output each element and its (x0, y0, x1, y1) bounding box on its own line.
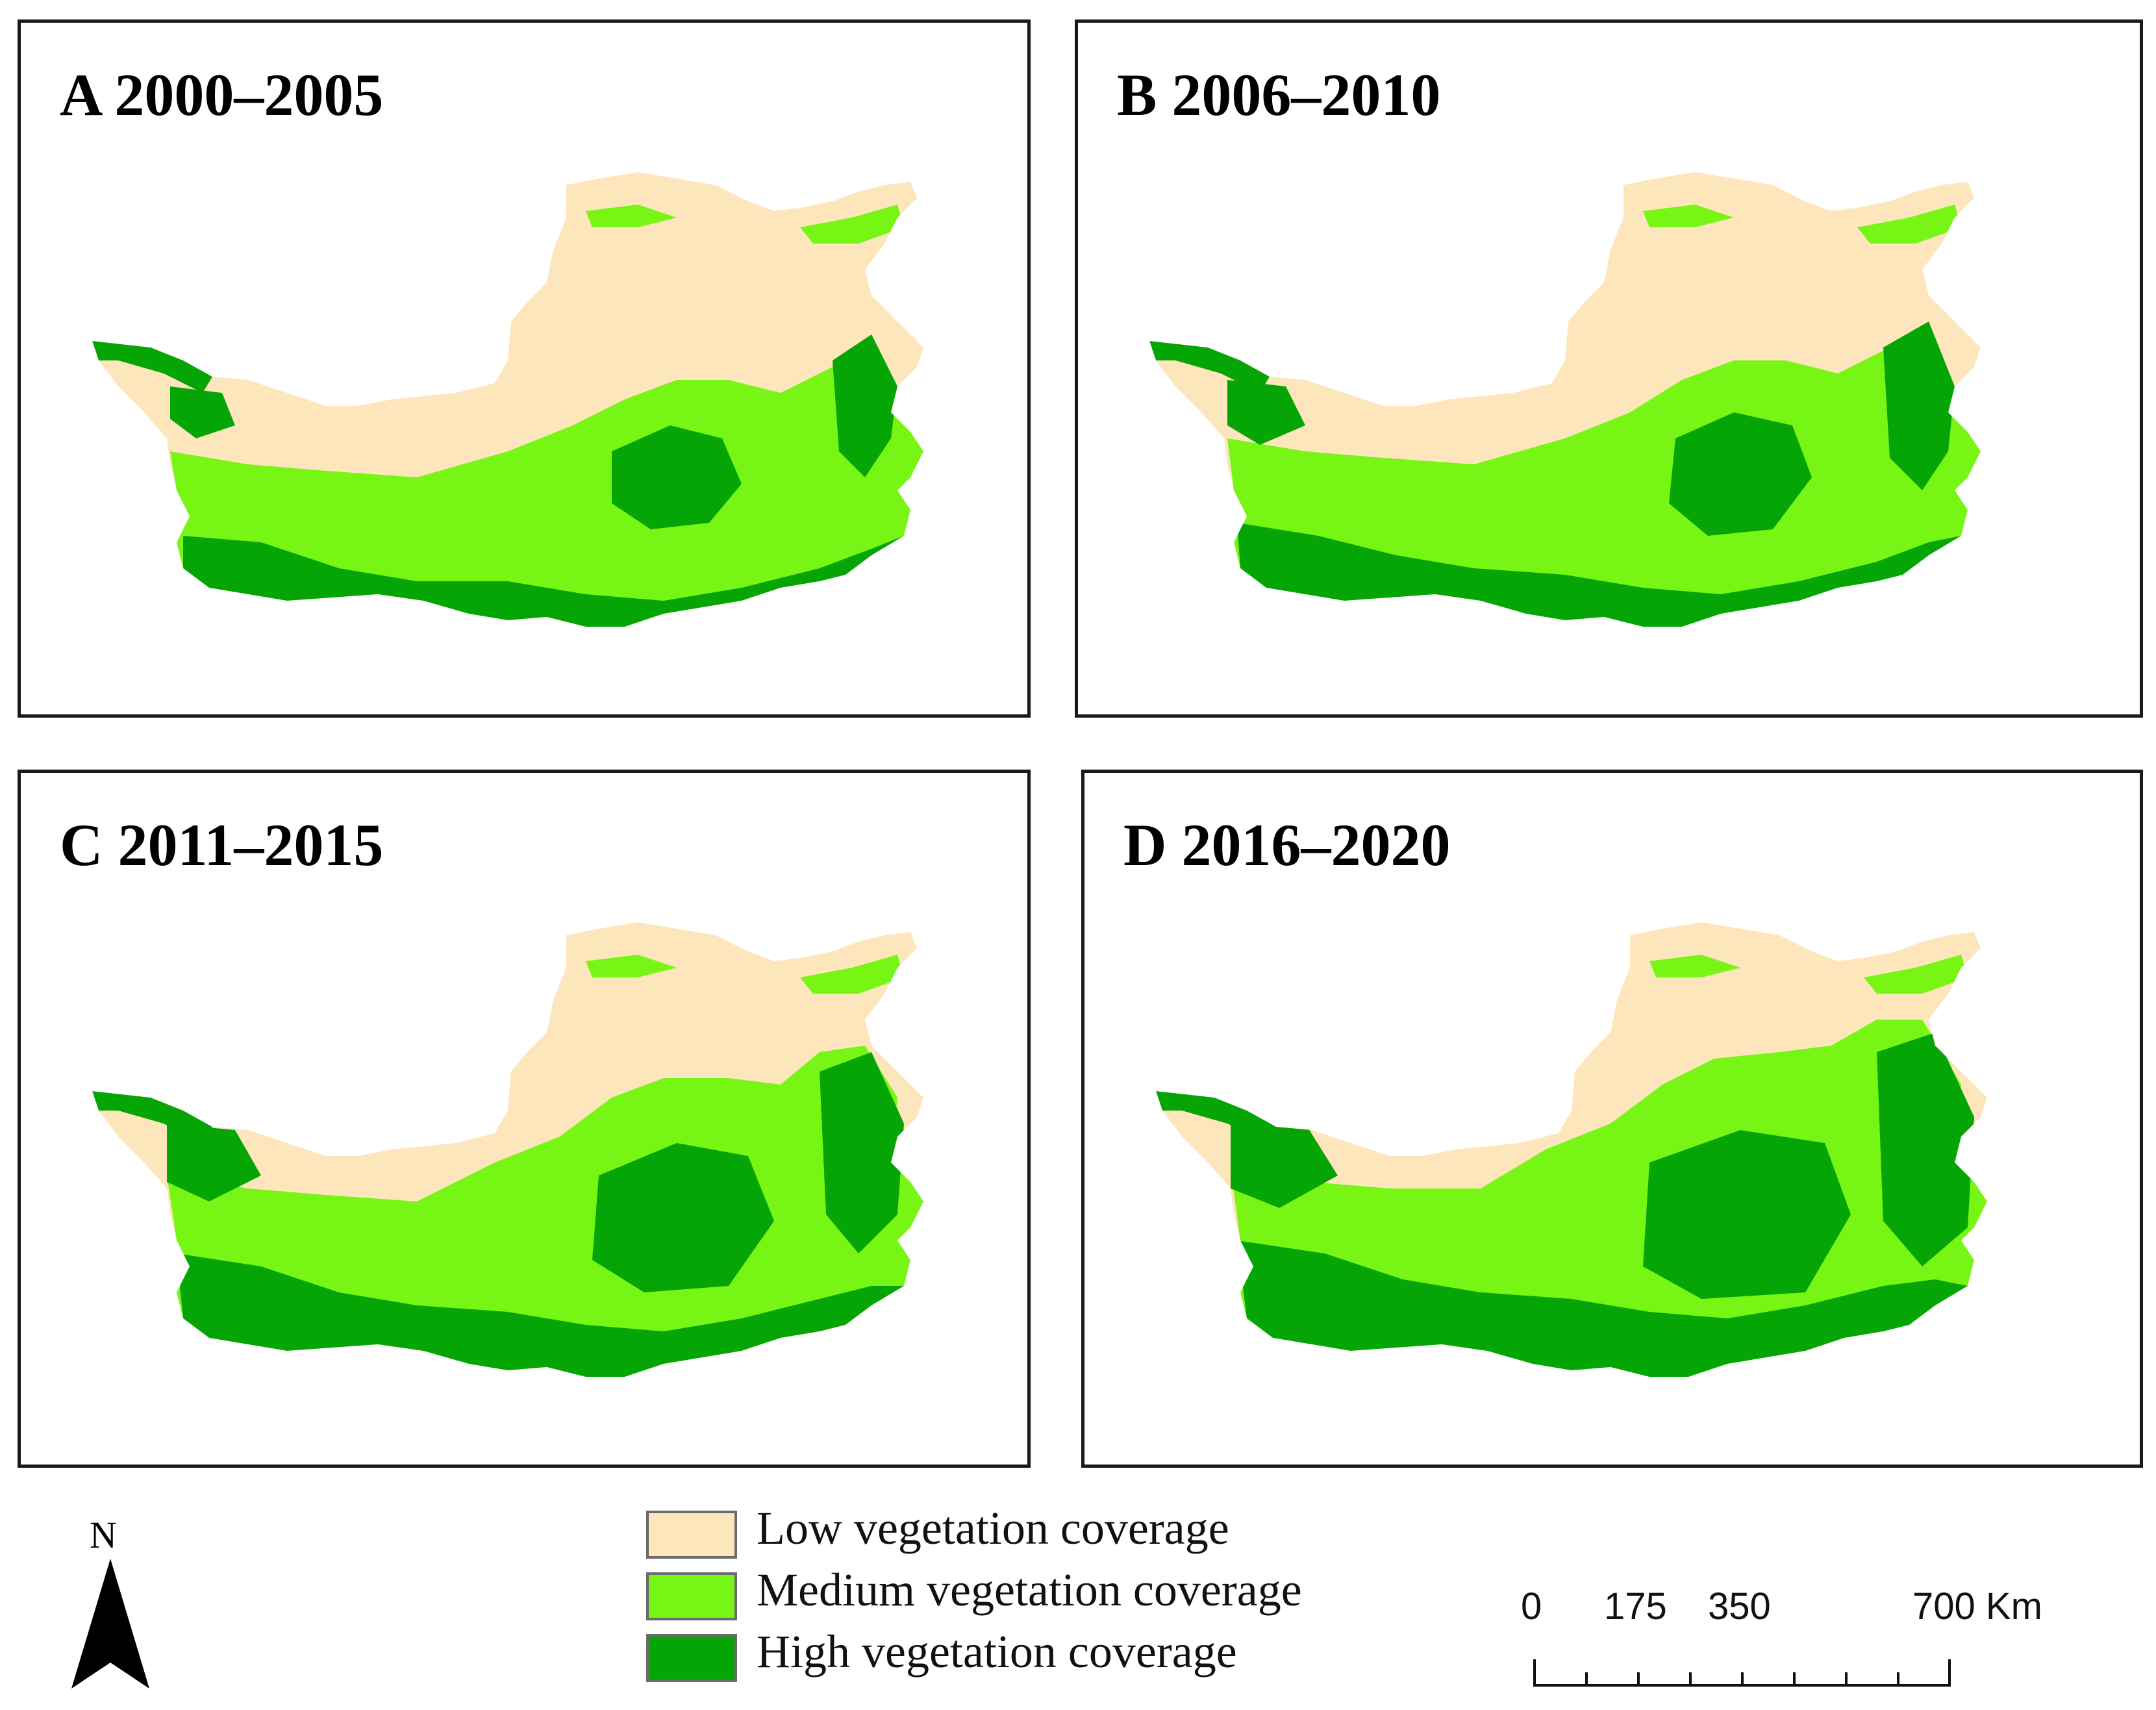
medium-coverage-region (1864, 955, 1968, 994)
medium-coverage-region (167, 1046, 923, 1377)
scale-label-700: 700 Km (1912, 1585, 2042, 1628)
high-coverage-region (612, 425, 742, 529)
high-coverage-region (1877, 1033, 1974, 1266)
panel-title: A 2000–2005 (60, 62, 384, 128)
high-coverage-region (833, 334, 897, 477)
vegetation-map (92, 172, 923, 627)
high-coverage-region (1643, 1130, 1851, 1299)
panel-title: B 2006–2010 (1117, 62, 1441, 128)
high-coverage-region (1237, 523, 1961, 627)
high-coverage-region (167, 1124, 261, 1201)
medium-coverage-region (170, 360, 923, 627)
high-coverage-region (1237, 1240, 1968, 1377)
high-coverage-region (1149, 341, 1270, 393)
legend-label: Medium vegetation coverage (757, 1564, 1302, 1616)
medium-coverage-region (1857, 205, 1961, 244)
map-panel-d: D 2016–2020 (1081, 770, 2143, 1468)
panel-title: C 2011–2015 (60, 812, 384, 878)
medium-coverage-region (586, 205, 677, 227)
medium-coverage-region (800, 205, 904, 244)
legend-label: High vegetation coverage (757, 1626, 1237, 1678)
high-coverage-region (1883, 321, 1955, 490)
medium-coverage-region (1649, 955, 1740, 977)
north-arrow-icon (71, 1559, 149, 1689)
scale-label-0: 0 (1521, 1585, 1542, 1628)
vegetation-map (92, 922, 923, 1377)
high-coverage-region (170, 386, 235, 438)
scale-bar (1533, 1659, 1951, 1687)
map-panel-c: C 2011–2015 (18, 770, 1031, 1468)
legend-swatch (646, 1572, 737, 1620)
medium-coverage-region (800, 955, 904, 994)
north-label: N (90, 1514, 117, 1556)
map-panel-b: B 2006–2010 (1075, 19, 2143, 718)
scale-label-175: 175 (1604, 1585, 1667, 1628)
vegetation-map (1149, 172, 1981, 627)
high-coverage-region (820, 1052, 904, 1253)
high-coverage-region (1227, 380, 1305, 445)
medium-coverage-region (586, 955, 677, 977)
high-coverage-region (1669, 412, 1812, 536)
legend-swatch (646, 1634, 737, 1682)
high-coverage-region (592, 1143, 774, 1292)
high-coverage-region (177, 1253, 904, 1377)
medium-coverage-region (1227, 347, 1981, 627)
map-panel-a: A 2000–2005 (18, 19, 1031, 718)
high-coverage-region (92, 341, 212, 393)
panel-title: D 2016–2020 (1123, 812, 1451, 878)
high-coverage-region (1156, 1091, 1276, 1143)
high-coverage-region (92, 1091, 212, 1143)
legend-label: Low vegetation coverage (757, 1502, 1229, 1554)
vegetation-map (1156, 922, 1987, 1377)
scale-label-350: 350 (1708, 1585, 1771, 1628)
high-coverage-region (1231, 1117, 1338, 1208)
medium-coverage-region (1643, 205, 1734, 227)
high-coverage-region (183, 536, 904, 627)
legend-swatch (646, 1511, 737, 1559)
